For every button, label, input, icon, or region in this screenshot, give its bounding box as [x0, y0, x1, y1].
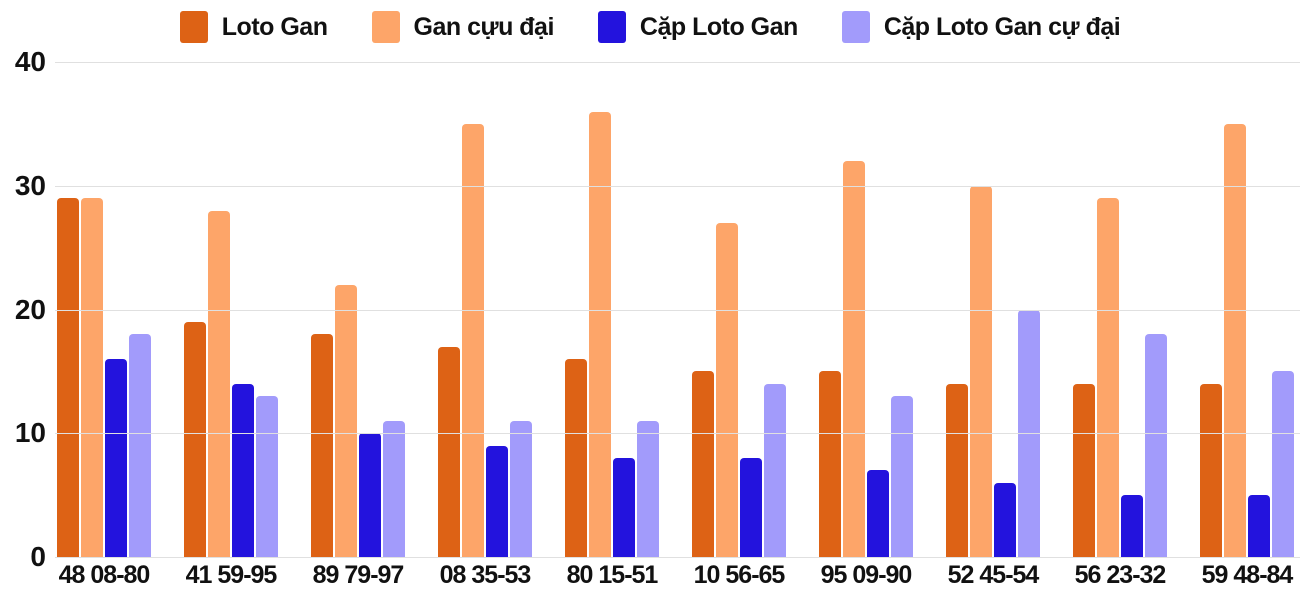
bar-group-3	[438, 62, 532, 557]
bar-group-8	[1073, 62, 1167, 557]
y-axis-tick-label: 10	[14, 417, 46, 449]
x-axis-category-label: 52 45-54	[947, 561, 1040, 589]
y-axis-tick-label: 20	[14, 293, 46, 325]
plot-area: 0 10 20 30 40	[0, 48, 1300, 571]
legend-label: Gan cựu đại	[413, 12, 555, 41]
legend-item-0[interactable]: Loto Gan	[179, 11, 328, 43]
bar-s2-c5[interactable]	[740, 458, 762, 557]
bar-group-0	[57, 62, 151, 557]
bar-s1-c9[interactable]	[1224, 123, 1246, 557]
legend-swatch-icon	[371, 11, 400, 43]
bar-s0-c2[interactable]	[311, 334, 333, 557]
bar-s1-c2[interactable]	[335, 284, 357, 557]
bar-groups	[57, 62, 1294, 557]
bar-s2-c9[interactable]	[1248, 495, 1270, 557]
gridline	[55, 309, 1300, 311]
bar-group-2	[311, 62, 405, 557]
legend-label: Cặp Loto Gan	[639, 12, 798, 41]
bar-s0-c5[interactable]	[692, 371, 714, 557]
x-axis-category-label: 56 23-32	[1074, 561, 1167, 589]
x-axis-category-label: 08 35-53	[439, 561, 532, 589]
x-axis: 48 08-80 41 59-95 89 79-97 08 35-53 80 15-51…	[57, 561, 1294, 598]
x-axis-category-label: 80 15-51	[566, 561, 659, 589]
bar-group-6	[819, 62, 913, 557]
x-axis-cell: 10 56-65	[692, 561, 786, 598]
gridline	[55, 433, 1300, 435]
bar-s1-c0[interactable]	[81, 198, 103, 557]
bar-s2-c3[interactable]	[486, 445, 508, 557]
gridline	[55, 557, 1300, 558]
bar-group-9	[1200, 62, 1294, 557]
x-axis-cell: 52 45-54	[946, 561, 1040, 598]
bar-s1-c6[interactable]	[843, 161, 865, 557]
bar-s2-c1[interactable]	[232, 383, 254, 557]
x-axis-cell: 48 08-80	[57, 561, 151, 598]
x-axis-category-label: 48 08-80	[58, 561, 151, 589]
bar-s0-c7[interactable]	[946, 383, 968, 557]
bar-group-1	[184, 62, 278, 557]
x-axis-cell: 59 48-84	[1200, 561, 1294, 598]
x-axis-category-label: 41 59-95	[185, 561, 278, 589]
bar-s3-c5[interactable]	[764, 383, 786, 557]
bar-s0-c8[interactable]	[1073, 383, 1095, 557]
x-axis-cell: 89 79-97	[311, 561, 405, 598]
bar-s3-c4[interactable]	[637, 420, 659, 557]
y-axis-tick-label: 40	[14, 46, 46, 77]
legend-label: Loto Gan	[221, 12, 328, 41]
x-axis-cell: 80 15-51	[565, 561, 659, 598]
x-axis-cell: 08 35-53	[438, 561, 532, 598]
bar-s1-c3[interactable]	[462, 123, 484, 557]
bar-group-5	[692, 62, 786, 557]
bar-s1-c8[interactable]	[1097, 198, 1119, 557]
gridline	[55, 185, 1300, 187]
legend-item-2[interactable]: Cặp Loto Gan	[597, 11, 798, 43]
bar-s2-c8[interactable]	[1121, 495, 1143, 557]
bar-s0-c9[interactable]	[1200, 383, 1222, 557]
bar-s3-c2[interactable]	[383, 420, 405, 557]
x-axis-category-label: 59 48-84	[1201, 561, 1294, 589]
legend-swatch-icon	[179, 11, 208, 43]
bar-s0-c1[interactable]	[184, 321, 206, 557]
bar-s0-c3[interactable]	[438, 346, 460, 557]
bar-s2-c7[interactable]	[994, 482, 1016, 557]
bar-s2-c6[interactable]	[867, 470, 889, 557]
bar-s3-c9[interactable]	[1272, 371, 1294, 557]
x-axis-category-label: 95 09-90	[820, 561, 913, 589]
gridline	[55, 62, 1300, 63]
y-axis-tick-label: 30	[14, 169, 46, 201]
legend-item-1[interactable]: Gan cựu đại	[371, 11, 555, 43]
bar-s1-c4[interactable]	[589, 111, 611, 557]
bar-s2-c0[interactable]	[105, 359, 127, 557]
bar-s3-c6[interactable]	[891, 396, 913, 557]
bar-s3-c8[interactable]	[1145, 334, 1167, 557]
bar-s2-c4[interactable]	[613, 458, 635, 557]
x-axis-category-label: 10 56-65	[693, 561, 786, 589]
legend-label: Cặp Loto Gan cự đại	[883, 12, 1121, 41]
x-axis-cell: 56 23-32	[1073, 561, 1167, 598]
chart-legend: Loto Gan Gan cựu đại Cặp Loto Gan Cặp Loto …	[0, 6, 1300, 48]
bar-s3-c3[interactable]	[510, 420, 532, 557]
y-axis-tick-label: 0	[30, 541, 46, 572]
bar-s1-c5[interactable]	[716, 222, 738, 557]
x-axis-cell: 41 59-95	[184, 561, 278, 598]
bar-s1-c7[interactable]	[970, 185, 992, 557]
legend-swatch-icon	[597, 11, 626, 43]
bar-s2-c2[interactable]	[359, 433, 381, 557]
bar-group-4	[565, 62, 659, 557]
x-axis-category-label: 89 79-97	[312, 561, 405, 589]
x-axis-cell: 95 09-90	[819, 561, 913, 598]
legend-item-3[interactable]: Cặp Loto Gan cự đại	[841, 11, 1121, 43]
bar-s3-c0[interactable]	[129, 334, 151, 557]
bar-s1-c1[interactable]	[208, 210, 230, 557]
bar-s3-c1[interactable]	[256, 396, 278, 557]
bar-s0-c0[interactable]	[57, 198, 79, 557]
legend-swatch-icon	[841, 11, 870, 43]
bar-s0-c4[interactable]	[565, 359, 587, 557]
bar-s0-c6[interactable]	[819, 371, 841, 557]
